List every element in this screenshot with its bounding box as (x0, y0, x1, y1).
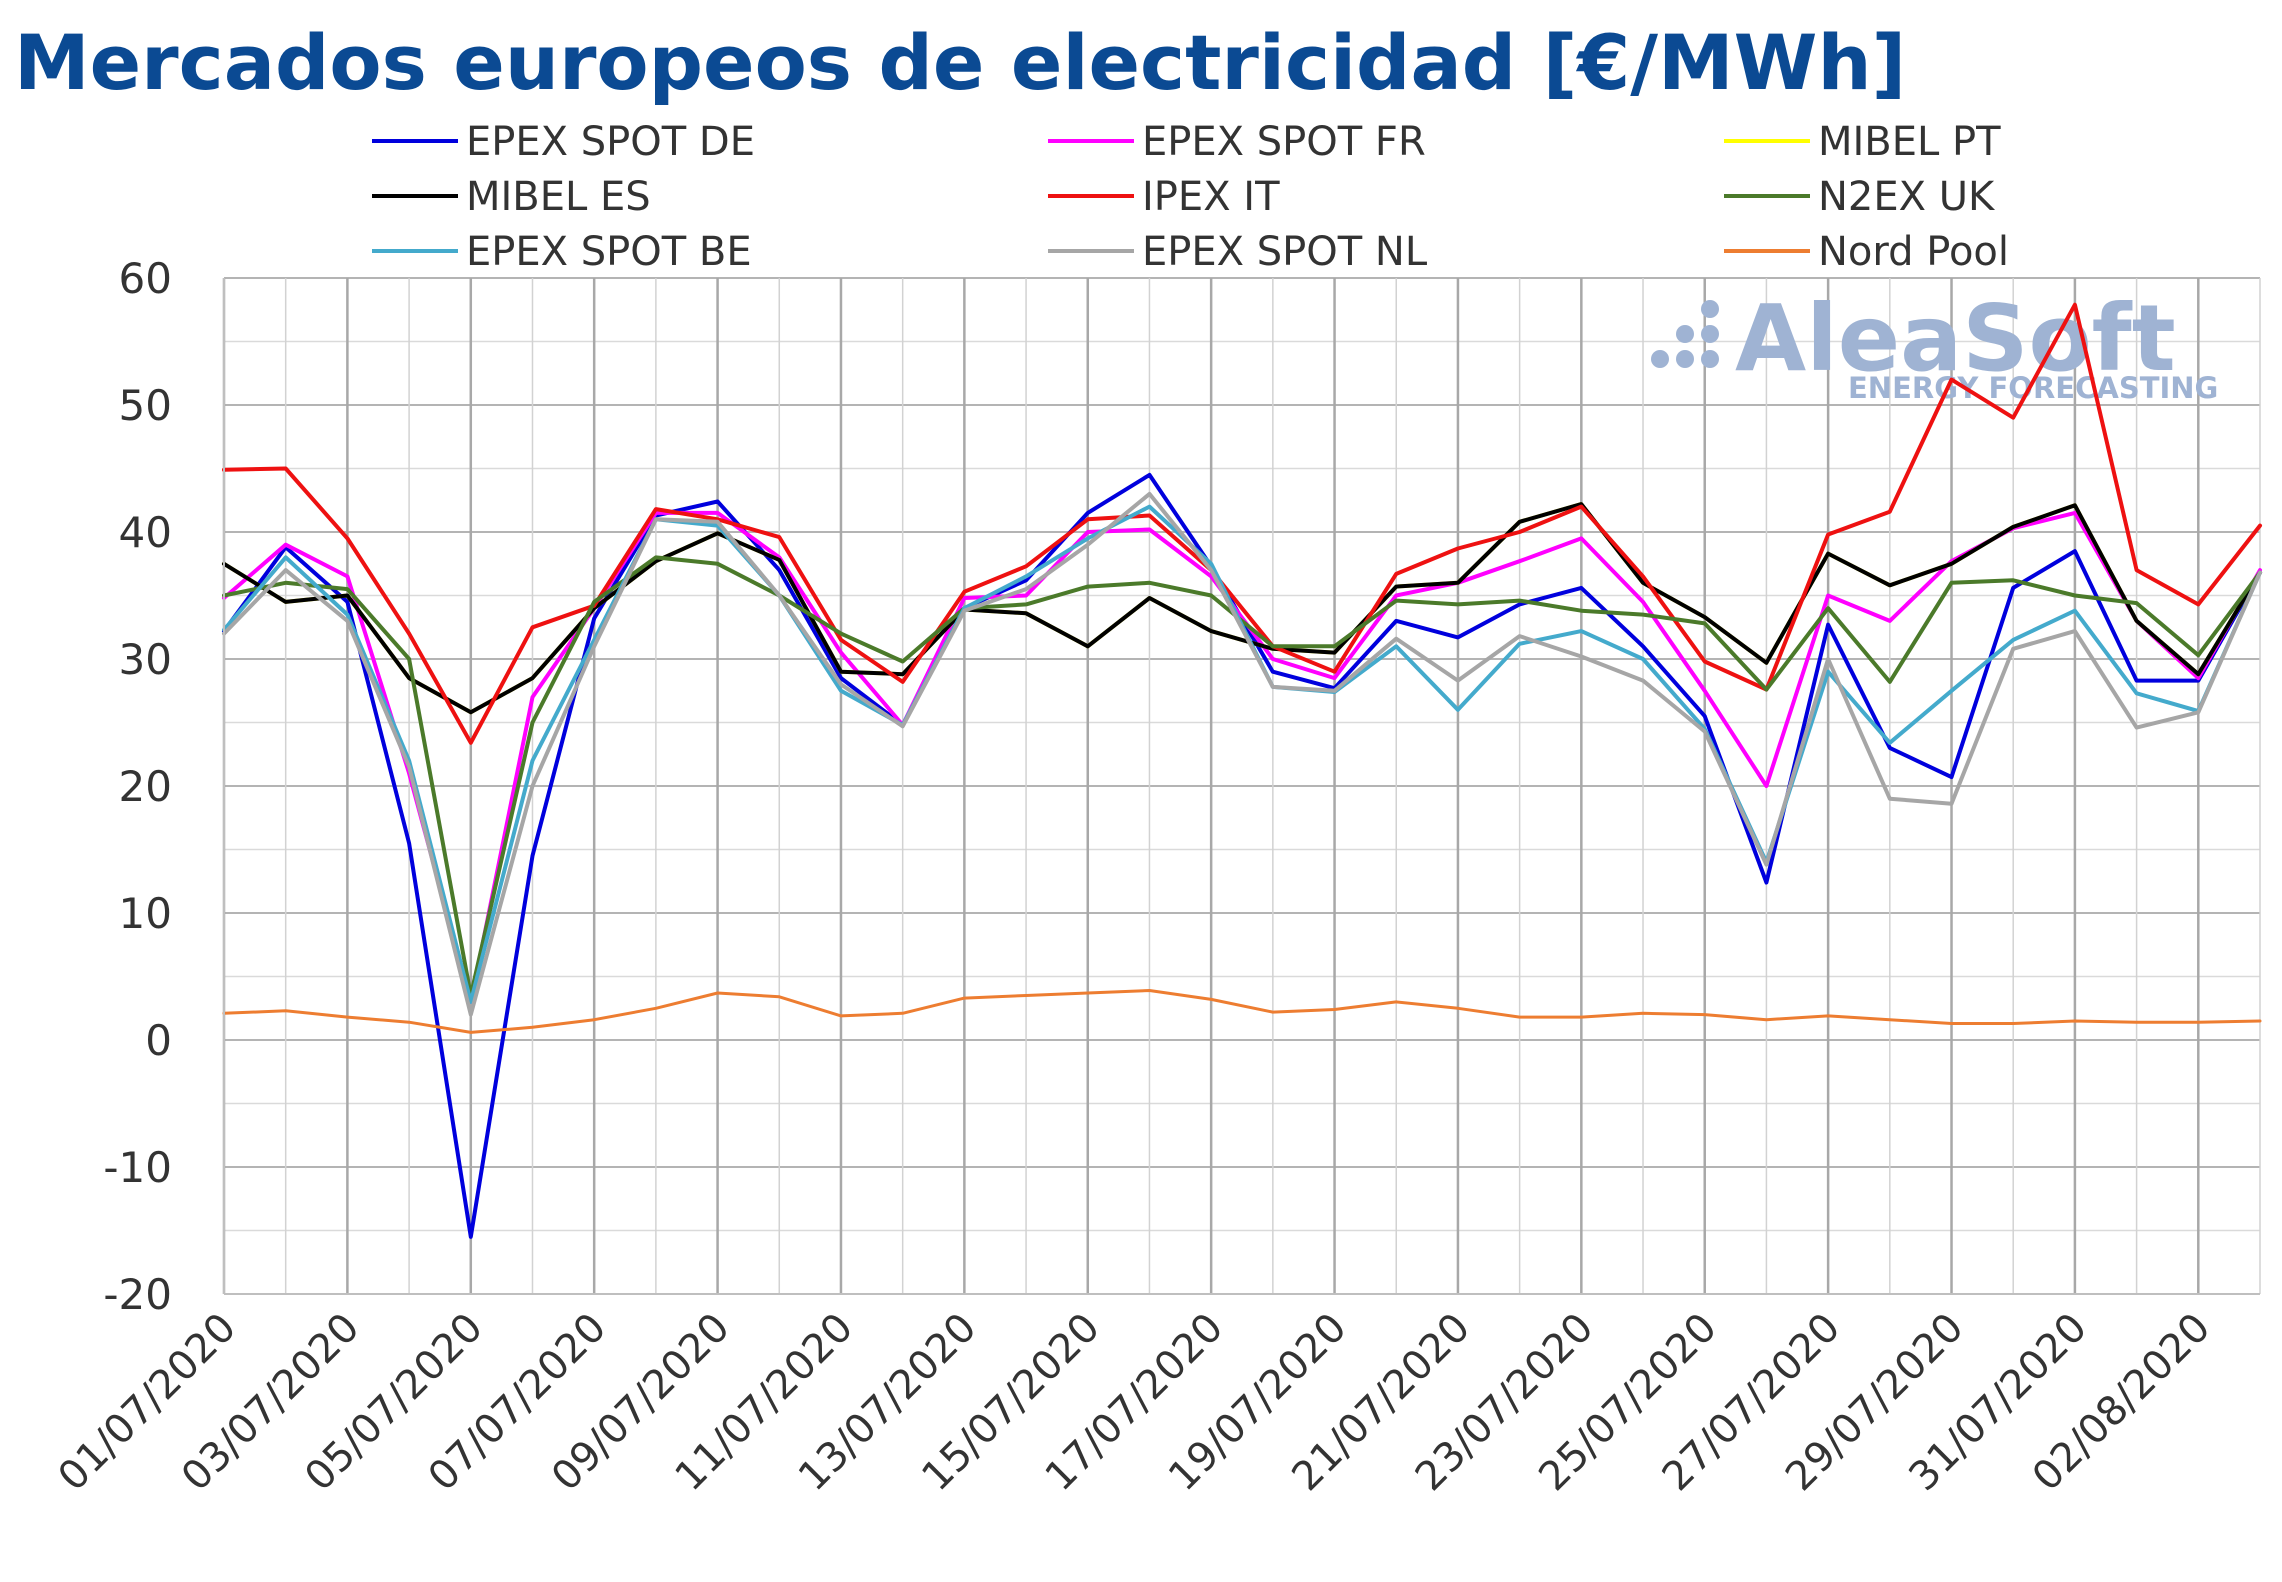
legend: EPEX SPOT DE EPEX SPOT FR MIBEL PT MIBEL ES… (372, 119, 2009, 275)
series-line-epex-spot-fr (222, 510, 2262, 1004)
series-line-epex-spot-nl (222, 491, 2262, 1017)
y-axis-ticks: 60 50 40 30 20 10 0 -10 -20 (103, 254, 172, 1319)
series-line-ipex-it (222, 302, 2262, 745)
series-line-epex-spot-de (222, 472, 2262, 1239)
logo-dot (1651, 350, 1669, 368)
y-tick-label: 40 (119, 508, 172, 557)
series-line-mibel-es (222, 502, 2262, 715)
legend-label-nord-pool: Nord Pool (1818, 229, 2009, 275)
series-lines (222, 302, 2262, 1239)
chart-grid (222, 277, 2261, 1295)
y-tick-label: -10 (103, 1143, 172, 1192)
y-tick-label: 60 (119, 254, 172, 303)
y-tick-label: 20 (119, 762, 172, 811)
y-tick-label: 0 (145, 1016, 172, 1065)
watermark-tagline: ENERGY FORECASTING (1848, 371, 2218, 405)
legend-label-mibel-es: MIBEL ES (466, 174, 651, 220)
chart-title: Mercados europeos de electricidad [€/MWh… (14, 18, 1907, 107)
chart-axes (223, 278, 2260, 1295)
x-axis-ticks: 01/07/202003/07/202005/07/202007/07/2020… (50, 1305, 2220, 1501)
logo-dot (1701, 300, 1719, 318)
legend-label-epex-spot-be: EPEX SPOT BE (466, 229, 752, 275)
logo-dot (1701, 350, 1719, 368)
aleasoft-watermark: AleaSoft ENERGY FORECASTING (1651, 285, 2218, 405)
legend-label-epex-spot-de: EPEX SPOT DE (466, 119, 755, 165)
y-tick-label: 30 (119, 635, 172, 684)
y-tick-label: 50 (119, 381, 172, 430)
aleasoft-logo-dots-icon (1651, 300, 1719, 368)
logo-dot (1676, 350, 1694, 368)
series-line-nord-pool (222, 989, 2262, 1034)
y-tick-label: 10 (119, 889, 172, 938)
logo-dot (1701, 325, 1719, 343)
legend-label-n2ex-uk: N2EX UK (1818, 174, 1996, 220)
legend-label-mibel-pt: MIBEL PT (1818, 119, 2001, 165)
y-tick-label: -20 (103, 1270, 172, 1319)
legend-label-epex-spot-nl: EPEX SPOT NL (1142, 229, 1428, 275)
logo-dot (1676, 325, 1694, 343)
watermark-brand: AleaSoft (1735, 285, 2176, 392)
legend-label-epex-spot-fr: EPEX SPOT FR (1142, 119, 1426, 165)
legend-label-ipex-it: IPEX IT (1142, 174, 1280, 220)
